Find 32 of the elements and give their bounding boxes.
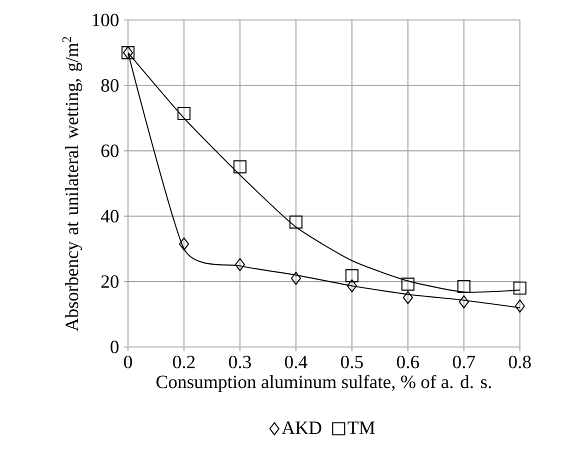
x-tick-label: 0 <box>124 356 132 368</box>
y-axis-title: Absorbency at unilateral wetting, g/m$^{2}$ <box>62 36 82 332</box>
y-tick-label: 40 <box>100 210 119 222</box>
legend-label: TM <box>348 422 375 434</box>
point <box>233 160 247 174</box>
x-tick-label: 0.2 <box>173 356 195 368</box>
legend-label: AKD <box>282 422 322 434</box>
x-tick-label: 0.5 <box>340 356 363 368</box>
point <box>458 295 469 308</box>
x-tick-label: 0.8 <box>508 356 531 368</box>
point <box>234 258 246 272</box>
point <box>346 279 357 292</box>
point <box>289 216 302 229</box>
x-tick-label: 0.7 <box>452 356 476 368</box>
x-axis-title: Consumption aluminum sulfate, % of a. d. s. <box>156 374 491 392</box>
point <box>177 106 191 120</box>
y-tick-label: 80 <box>101 79 119 92</box>
point <box>514 300 525 313</box>
y-tick-label: 20 <box>101 275 119 288</box>
point <box>345 269 358 282</box>
point <box>513 282 526 295</box>
point <box>401 278 414 291</box>
point <box>457 280 470 294</box>
x-tick-label: 0.6 <box>396 356 420 368</box>
point <box>402 291 413 304</box>
x-tick-label: 0.4 <box>284 356 308 368</box>
y-tick-label: 0 <box>110 340 119 354</box>
y-tick-label: 100 <box>92 14 119 26</box>
x-tick-label: 0.3 <box>229 356 251 368</box>
point <box>290 272 301 285</box>
y-tick-label: 60 <box>101 144 119 158</box>
point <box>178 237 190 251</box>
